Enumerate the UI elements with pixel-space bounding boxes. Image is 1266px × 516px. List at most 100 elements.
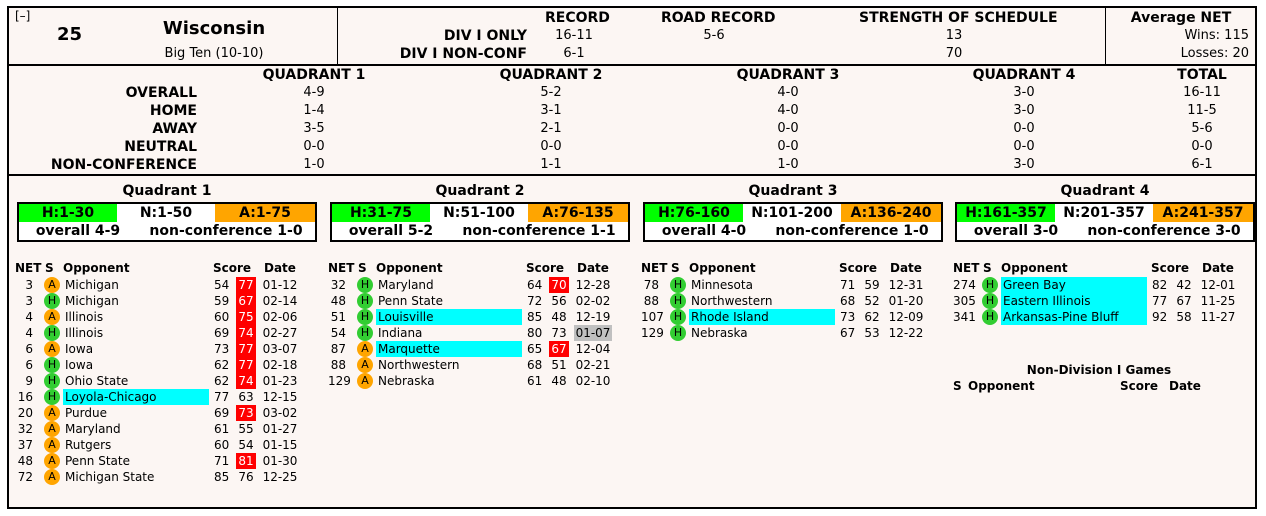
game-row[interactable]: 48 A Penn State 71 81 01-30: [15, 453, 315, 469]
collapse-toggle[interactable]: [–]: [15, 9, 31, 23]
game-net: 3: [25, 278, 33, 292]
home-badge: H: [982, 293, 998, 309]
away-badge: A: [44, 453, 60, 469]
quadrant-nonconf-record: non-conference 3-0: [1087, 223, 1241, 239]
game-row[interactable]: 88 A Northwestern 68 51 02-21: [328, 357, 628, 373]
game-opponent[interactable]: Loyola-Chicago: [63, 389, 209, 405]
qt-cell: 4-9: [303, 85, 325, 100]
home-badge: H: [357, 309, 373, 325]
game-row[interactable]: 20 A Purdue 69 73 03-02: [15, 405, 315, 421]
game-score-team: 60: [214, 310, 230, 324]
game-score-team: 62: [214, 358, 230, 372]
game-score-team: 77: [1152, 294, 1168, 308]
game-row[interactable]: 87 A Marquette 65 67 12-04: [328, 341, 628, 357]
game-opponent[interactable]: Minnesota: [691, 278, 753, 292]
game-row[interactable]: 129 H Nebraska 67 53 12-22: [641, 325, 941, 341]
quadrant-range-box: H:1-30 N:1-50 A:1-75 overall 4-9 non-confere…: [17, 202, 317, 242]
qt-cell: 11-5: [1187, 103, 1217, 118]
game-opponent[interactable]: Penn State: [378, 294, 443, 308]
game-score-opponent: 48: [551, 374, 567, 388]
game-row[interactable]: 32 H Maryland 64 70 12-28: [328, 277, 628, 293]
game-row[interactable]: 51 H Louisville 85 48 12-19: [328, 309, 628, 325]
game-opponent[interactable]: Maryland: [65, 422, 121, 436]
home-badge: H: [44, 373, 60, 389]
game-row[interactable]: 78 H Minnesota 71 59 12-31: [641, 277, 941, 293]
game-opponent[interactable]: Purdue: [65, 406, 107, 420]
header-separator: [9, 64, 1255, 66]
game-opponent[interactable]: Northwestern: [378, 358, 460, 372]
away-range: A:136-240: [841, 204, 941, 222]
home-badge: H: [44, 293, 60, 309]
header-divider-left: [337, 8, 338, 64]
home-badge: H: [44, 325, 60, 341]
qt-cell: 5-6: [1191, 121, 1213, 136]
game-score-team: 65: [527, 342, 543, 356]
game-score-opponent: 58: [1176, 310, 1192, 324]
game-opponent[interactable]: Michigan State: [65, 470, 155, 484]
game-row[interactable]: 37 A Rutgers 60 54 01-15: [15, 437, 315, 453]
game-row[interactable]: 4 H Illinois 69 74 02-27: [15, 325, 315, 341]
game-row[interactable]: 3 A Michigan 54 77 01-12: [15, 277, 315, 293]
qt-row-label: NEUTRAL: [124, 139, 197, 155]
game-row[interactable]: 88 H Northwestern 68 52 01-20: [641, 293, 941, 309]
non-div-title: Non-Division I Games: [1026, 363, 1172, 377]
team-conference: Big Ten (10-10): [164, 46, 264, 61]
game-score-opponent: 53: [864, 326, 880, 340]
game-row[interactable]: 4 A Illinois 60 75 02-06: [15, 309, 315, 325]
game-opponent[interactable]: Eastern Illinois: [1001, 293, 1147, 309]
game-row[interactable]: 305 H Eastern Illinois 77 67 11-25: [953, 293, 1253, 309]
game-opponent[interactable]: Michigan: [65, 278, 119, 292]
game-row[interactable]: 72 A Michigan State 85 76 12-25: [15, 469, 315, 485]
qt-cell: 0-0: [1013, 121, 1035, 136]
game-row[interactable]: 3 H Michigan 59 67 02-14: [15, 293, 315, 309]
game-opponent[interactable]: Michigan: [65, 294, 119, 308]
game-opponent[interactable]: Rhode Island: [689, 309, 835, 325]
header-divider-right: [1105, 8, 1106, 64]
game-opponent[interactable]: Louisville: [376, 309, 522, 325]
game-row[interactable]: 16 H Loyola-Chicago 77 63 12-15: [15, 389, 315, 405]
game-opponent[interactable]: Green Bay: [1001, 277, 1147, 293]
qt-cell: 16-11: [1183, 85, 1221, 100]
opponent-header: Opponent: [689, 261, 756, 275]
game-date: 02-02: [575, 294, 611, 308]
game-opponent[interactable]: Indiana: [378, 326, 423, 340]
game-opponent[interactable]: Rutgers: [65, 438, 112, 452]
qt-cell: 0-0: [777, 139, 799, 154]
game-opponent[interactable]: Iowa: [65, 342, 94, 356]
score-header: Score: [1151, 261, 1190, 275]
game-row[interactable]: 274 H Green Bay 82 42 12-01: [953, 277, 1253, 293]
qt-header-q4: QUADRANT 4: [972, 67, 1076, 83]
game-date: 03-07: [262, 342, 298, 356]
game-opponent[interactable]: Arkansas-Pine Bluff: [1001, 309, 1147, 325]
game-opponent[interactable]: Northwestern: [691, 294, 773, 308]
game-row[interactable]: 6 H Iowa 62 77 02-18: [15, 357, 315, 373]
game-net: 9: [25, 374, 33, 388]
game-opponent[interactable]: Maryland: [378, 278, 434, 292]
game-row[interactable]: 9 H Ohio State 62 74 01-23: [15, 373, 315, 389]
game-opponent[interactable]: Iowa: [65, 358, 94, 372]
game-row[interactable]: 107 H Rhode Island 73 62 12-09: [641, 309, 941, 325]
game-row[interactable]: 341 H Arkansas-Pine Bluff 92 58 11-27: [953, 309, 1253, 325]
game-score-opponent: 74: [236, 325, 256, 341]
game-row[interactable]: 54 H Indiana 80 73 01-07: [328, 325, 628, 341]
game-opponent[interactable]: Penn State: [65, 454, 130, 468]
game-row[interactable]: 129 A Nebraska 61 48 02-10: [328, 373, 628, 389]
qt-cell: 3-0: [1013, 157, 1035, 172]
game-row[interactable]: 6 A Iowa 73 77 03-07: [15, 341, 315, 357]
game-row[interactable]: 48 H Penn State 72 56 02-02: [328, 293, 628, 309]
game-date: 01-07: [574, 325, 612, 341]
game-score-team: 85: [214, 470, 230, 484]
away-badge: A: [44, 469, 60, 485]
game-net: 6: [25, 358, 33, 372]
game-opponent[interactable]: Nebraska: [691, 326, 748, 340]
game-opponent[interactable]: Illinois: [65, 310, 104, 324]
game-opponent[interactable]: Ohio State: [65, 374, 129, 388]
game-score-opponent: 62: [864, 310, 880, 324]
game-opponent[interactable]: Illinois: [65, 326, 104, 340]
game-opponent[interactable]: Nebraska: [378, 374, 435, 388]
game-opponent[interactable]: Marquette: [376, 341, 522, 357]
score-header: Score: [526, 261, 565, 275]
game-row[interactable]: 32 A Maryland 61 55 01-27: [15, 421, 315, 437]
game-score-team: 69: [214, 326, 230, 340]
game-score-opponent: 70: [549, 277, 569, 293]
